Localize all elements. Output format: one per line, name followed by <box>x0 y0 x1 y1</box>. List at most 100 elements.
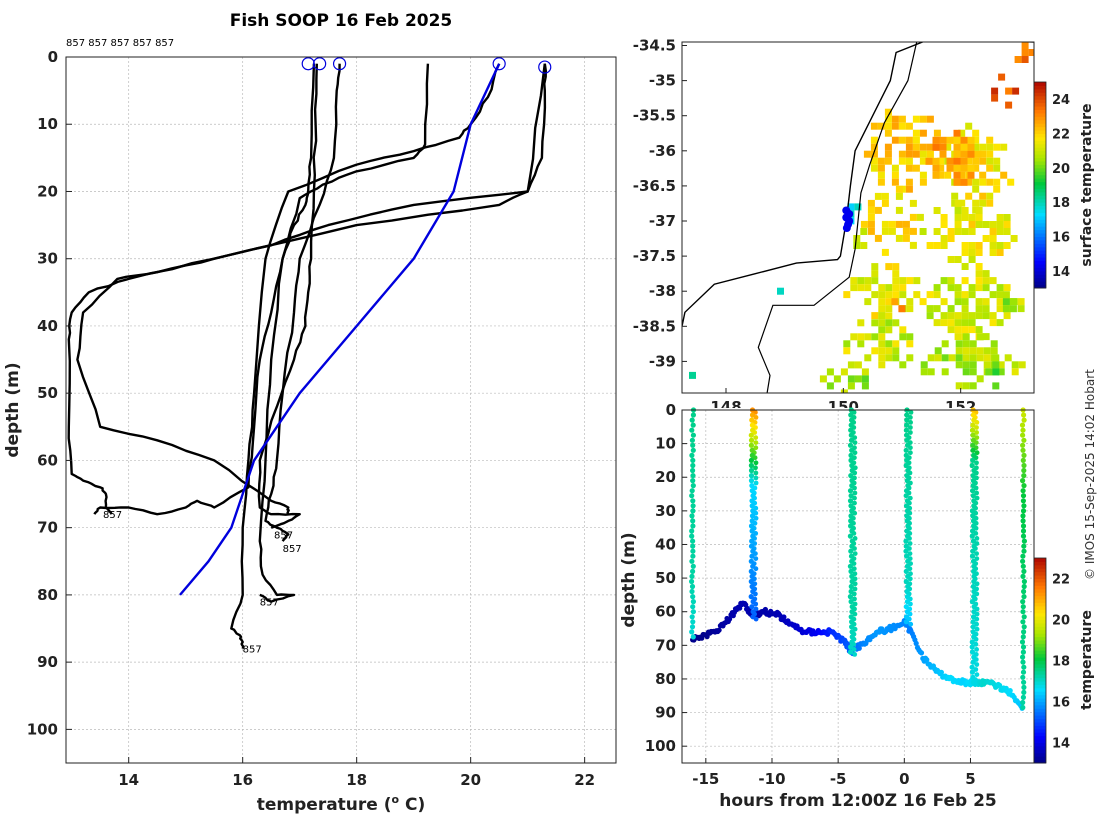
sst-cell <box>861 368 869 376</box>
sst-cell <box>990 340 998 348</box>
sst-cell <box>954 291 962 299</box>
cast-point <box>1020 654 1026 660</box>
sst-cell <box>878 312 886 320</box>
colorbar-step <box>1034 195 1046 200</box>
sst-cell <box>898 122 906 130</box>
sst-cell <box>916 213 924 221</box>
y-tick-label: 70 <box>37 519 58 537</box>
profile-line-profile-2 <box>257 63 318 529</box>
sst-cell <box>992 354 1000 362</box>
sst-cell <box>884 108 892 116</box>
sst-cell <box>933 228 941 235</box>
cast-point <box>690 478 696 484</box>
cast-point <box>1020 694 1026 701</box>
sst-cell <box>905 157 913 165</box>
sst-cell <box>871 319 879 327</box>
sst-cell <box>975 284 983 292</box>
colorbar-tick-label: 22 <box>1052 128 1070 143</box>
cast-point <box>749 553 755 559</box>
sst-cell <box>925 157 933 165</box>
sst-cell <box>960 157 968 165</box>
y-tick-label: 30 <box>37 250 58 268</box>
colorbar-tick-label: 16 <box>1052 696 1070 711</box>
colorbar-step <box>1034 92 1046 97</box>
cast-point <box>689 583 696 590</box>
sst-cell <box>983 361 991 369</box>
sst-cell <box>996 291 1004 299</box>
cast-point <box>749 513 756 519</box>
cast-point <box>903 493 909 499</box>
cast-point <box>908 410 914 415</box>
sst-cell <box>986 157 994 165</box>
sst-cell <box>982 277 990 285</box>
cast-point <box>852 440 858 445</box>
colorbar-step <box>1034 759 1046 764</box>
cast-point <box>973 641 979 647</box>
profile-end-label: 857 <box>283 544 302 555</box>
cast-point <box>847 563 854 569</box>
sst-cell <box>870 157 878 165</box>
bottom-track-point <box>727 616 733 622</box>
cast-point <box>908 415 913 420</box>
cast-point <box>849 624 855 630</box>
sst-cell <box>885 284 893 292</box>
sst-cell <box>990 347 998 355</box>
sst-cell <box>968 326 976 334</box>
sst-cell <box>933 242 941 249</box>
sst-cell <box>1002 305 1010 313</box>
y-axis-label: depth (m) <box>3 362 23 457</box>
sst-cell <box>874 192 882 200</box>
colorbar-step <box>1034 722 1046 726</box>
sst-cell <box>958 171 966 179</box>
x-tick-label: 14 <box>118 771 139 789</box>
sst-cell <box>996 319 1004 327</box>
sst-cell <box>899 333 907 341</box>
cast-point <box>969 462 975 469</box>
colorbar-step <box>1034 178 1046 183</box>
sst-cell <box>982 298 990 306</box>
cast-point <box>904 417 910 423</box>
sst-cell <box>843 347 851 355</box>
sst-cell <box>933 291 941 299</box>
cast-point <box>970 624 976 630</box>
cast-point <box>852 551 858 556</box>
sst-cell <box>991 94 999 102</box>
cast-point <box>748 473 755 479</box>
bottom-track-point <box>716 627 722 633</box>
colorbar-step <box>1034 581 1046 586</box>
colorbar-tick-label: 16 <box>1052 231 1070 246</box>
cast-point <box>690 442 696 448</box>
sst-cell <box>932 157 940 165</box>
sst-cell <box>975 326 983 334</box>
cast-point <box>907 551 913 556</box>
colorbar-step <box>1034 82 1046 86</box>
cast-point <box>969 664 975 670</box>
sst-cell <box>969 368 977 376</box>
y-tick-label: 60 <box>37 451 58 469</box>
colorbar-step <box>1034 561 1046 566</box>
sst-cell <box>953 157 961 165</box>
cast-point <box>753 470 759 476</box>
sst-cell <box>891 115 899 123</box>
sst-cell <box>975 270 983 278</box>
sst-cell <box>843 340 851 348</box>
cast-point <box>1020 573 1026 580</box>
sst-cell <box>979 157 987 165</box>
section-x-tick-label: -10 <box>758 770 785 788</box>
colorbar-step <box>1034 85 1046 90</box>
cast-point <box>903 568 909 575</box>
colorbar-step <box>1034 564 1046 569</box>
cast-point <box>970 548 976 554</box>
cast-point <box>689 437 696 443</box>
sst-cell <box>933 129 941 137</box>
sst-cell <box>881 192 889 200</box>
sst-cell <box>878 319 886 327</box>
cast-point <box>974 536 980 541</box>
colorbar-step <box>1034 739 1046 743</box>
sst-cell <box>927 354 935 362</box>
cast-point <box>690 422 696 428</box>
cast-point <box>1021 503 1027 509</box>
cast-point <box>974 662 980 667</box>
sst-cell <box>906 277 914 285</box>
